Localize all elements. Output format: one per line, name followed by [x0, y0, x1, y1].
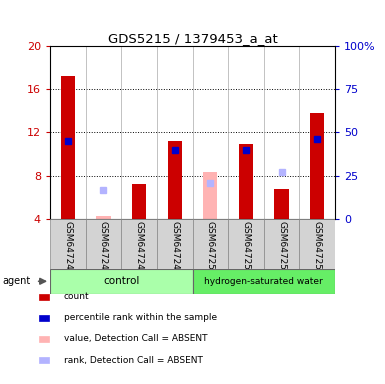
Text: control: control	[103, 276, 139, 286]
Bar	[228, 219, 264, 269]
Bar	[239, 144, 253, 219]
Text: GSM647250: GSM647250	[206, 221, 215, 276]
Text: hydrogen-saturated water: hydrogen-saturated water	[204, 277, 323, 286]
Text: GSM647246: GSM647246	[64, 221, 72, 276]
Text: GSM647248: GSM647248	[135, 221, 144, 276]
Bar	[96, 216, 110, 219]
Bar	[310, 113, 324, 219]
Bar	[275, 189, 289, 219]
Text: count: count	[64, 292, 89, 301]
Bar	[50, 219, 85, 269]
Bar	[300, 219, 335, 269]
Bar	[61, 76, 75, 219]
Bar	[157, 219, 192, 269]
Text: rank, Detection Call = ABSENT: rank, Detection Call = ABSENT	[64, 356, 203, 365]
Text: agent: agent	[2, 276, 30, 286]
Bar	[132, 184, 146, 219]
Bar	[85, 219, 121, 269]
Title: GDS5215 / 1379453_a_at: GDS5215 / 1379453_a_at	[108, 32, 277, 45]
Bar	[203, 172, 218, 219]
Text: value, Detection Call = ABSENT: value, Detection Call = ABSENT	[64, 334, 207, 344]
Text: percentile rank within the sample: percentile rank within the sample	[64, 313, 217, 323]
Bar	[167, 141, 182, 219]
Text: GSM647251: GSM647251	[241, 221, 250, 276]
Bar	[192, 269, 335, 294]
Bar	[192, 219, 228, 269]
Bar	[264, 219, 300, 269]
Text: GSM647249: GSM647249	[170, 221, 179, 276]
Text: GSM647252: GSM647252	[277, 221, 286, 276]
Bar	[121, 219, 157, 269]
Bar	[50, 269, 192, 294]
Text: GSM647253: GSM647253	[313, 221, 321, 276]
Text: GSM647247: GSM647247	[99, 221, 108, 276]
